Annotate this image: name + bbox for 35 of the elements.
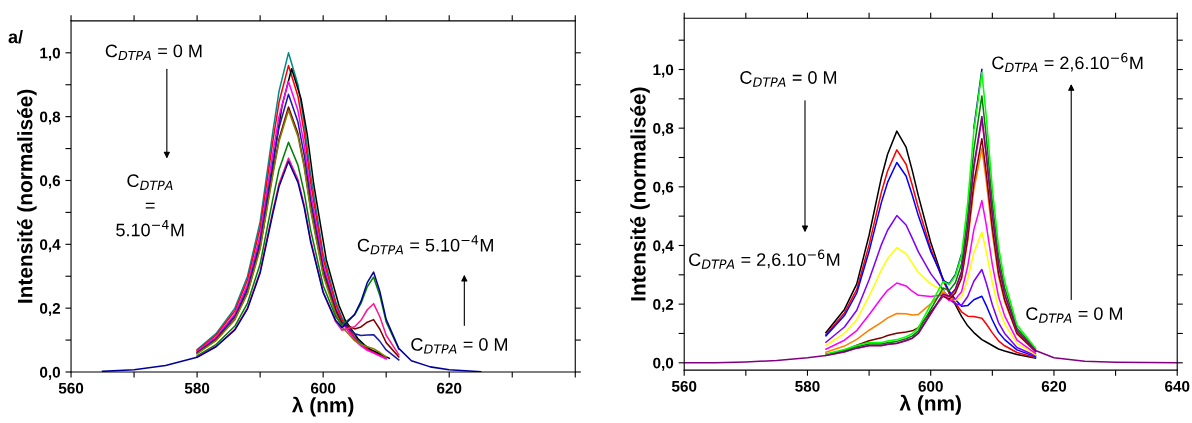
y-tick-label: 0,8	[39, 111, 61, 125]
x-axis-title: λ (nm)	[899, 394, 961, 415]
y-tick-label: 0,8	[653, 123, 674, 137]
y-axis-title: Intensité (normalisée)	[17, 89, 37, 303]
x-tick-label: 600	[310, 382, 336, 394]
y-tick-label: 1,0	[653, 64, 674, 78]
line-series	[684, 115, 1178, 364]
annotation: C$_{DTPA}$ = 2,6.10$^{−6}$M	[992, 52, 1143, 73]
x-tick-label: 560	[671, 380, 697, 392]
annotation: C$_{DTPA}$ = 0 M	[105, 44, 202, 61]
x-tick-label: 620	[437, 382, 462, 394]
x-axis-title: λ (nm)	[291, 396, 354, 417]
x-tick-label: 580	[184, 382, 210, 394]
x-tick-label: 580	[795, 380, 820, 392]
x-tick-label: 620	[1041, 380, 1067, 392]
x-tick-label: 640	[1165, 380, 1190, 392]
y-tick-label: 1,0	[40, 47, 60, 61]
y-tick-label: 0,0	[39, 366, 60, 380]
annotation: C$_{DTPA}$ = 0 M	[411, 338, 507, 354]
y-tick-label: 0,4	[39, 239, 61, 253]
y-tick-label: 0,6	[653, 181, 674, 195]
annotation: C$_{DTPA}$ = 2,6.10$^{−6}$M	[689, 249, 840, 269]
annotation: C$_{DTPA}$ = 0 M	[1026, 307, 1122, 323]
text: a/	[8, 30, 23, 44]
annotation: C$_{DTPA}$ = 0 M	[740, 71, 837, 87]
y-tick-label: 0,6	[39, 175, 61, 189]
y-tick-label: 0,4	[653, 240, 674, 254]
y-axis-title: Intensité (normalisée)	[630, 87, 650, 301]
y-tick-label: 0,2	[39, 303, 61, 317]
annotation: C$_{DTPA}$ = 5.10$^{−4}$M	[357, 235, 493, 255]
y-tick-label: 0,0	[653, 357, 674, 371]
y-tick-label: 0,2	[653, 299, 674, 313]
x-tick-label: 600	[918, 380, 943, 392]
annotation: C$_{DTPA}$ = 5.10$^{−4}$M	[116, 174, 184, 237]
x-tick-label: 560	[58, 382, 84, 394]
